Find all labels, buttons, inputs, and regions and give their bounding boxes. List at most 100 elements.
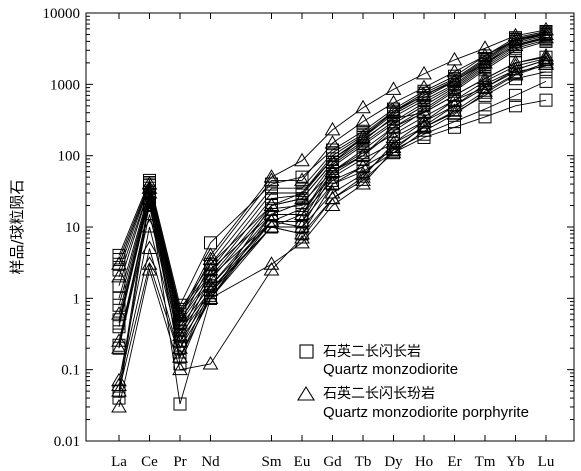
triangle-point bbox=[111, 340, 127, 354]
triangle-point bbox=[355, 113, 371, 128]
square-point bbox=[509, 65, 522, 79]
square-point bbox=[112, 384, 126, 398]
y-tick-label: 0.1 bbox=[61, 363, 80, 379]
square-point bbox=[173, 341, 187, 355]
triangle-point bbox=[446, 103, 463, 117]
square-point bbox=[417, 120, 431, 134]
triangle-point bbox=[355, 169, 371, 183]
triangle-point bbox=[477, 85, 493, 99]
triangle-point bbox=[263, 261, 280, 276]
triangle-point bbox=[416, 65, 432, 80]
triangle-point bbox=[263, 169, 280, 183]
triangle-point bbox=[263, 256, 280, 270]
triangle-point bbox=[477, 73, 493, 87]
square-point bbox=[387, 112, 400, 126]
legend-entry-1-en: Quartz monzodiorite bbox=[323, 361, 458, 378]
triangle-point bbox=[416, 87, 432, 101]
triangle-point bbox=[446, 92, 463, 106]
x-tick-label-nd: Nd bbox=[201, 454, 220, 470]
triangle-point bbox=[507, 31, 524, 46]
triangle-point bbox=[111, 398, 127, 413]
x-tick-label-tm: Tm bbox=[475, 454, 496, 470]
triangle-point bbox=[446, 73, 463, 87]
square-point bbox=[143, 192, 156, 206]
triangle-point bbox=[324, 176, 341, 190]
series-line-19 bbox=[118, 59, 547, 349]
triangle-point bbox=[111, 268, 127, 283]
triangle-point bbox=[202, 282, 219, 296]
x-tick-label-ho: Ho bbox=[415, 454, 433, 470]
triangle-point bbox=[111, 333, 127, 347]
x-tick-label-tb: Tb bbox=[355, 454, 372, 470]
triangle-point bbox=[324, 190, 341, 205]
triangle-point bbox=[141, 197, 158, 212]
triangle-point bbox=[538, 26, 554, 40]
square-point bbox=[173, 357, 187, 371]
triangle-point bbox=[141, 180, 158, 194]
x-tick-label-pr: Pr bbox=[173, 454, 186, 470]
triangle-point bbox=[416, 79, 432, 94]
triangle-point bbox=[111, 306, 127, 320]
square-point bbox=[265, 199, 278, 213]
triangle-point bbox=[385, 139, 402, 154]
triangle-point bbox=[111, 377, 127, 391]
square-point bbox=[143, 199, 156, 213]
triangle-point bbox=[385, 144, 402, 159]
triangle-point bbox=[385, 103, 402, 117]
triangle-point bbox=[538, 50, 554, 65]
triangle-point bbox=[263, 172, 280, 186]
triangle-point bbox=[263, 213, 280, 227]
triangle-point bbox=[324, 121, 341, 136]
x-tick-label-ce: Ce bbox=[141, 454, 158, 470]
triangle-point bbox=[202, 290, 219, 304]
triangle-point bbox=[172, 340, 188, 354]
square-point bbox=[112, 391, 126, 405]
square-point bbox=[295, 170, 309, 184]
y-tick-label: 10000 bbox=[43, 6, 81, 22]
y-tick-label: 10 bbox=[65, 220, 80, 236]
triangle-point bbox=[446, 63, 463, 78]
triangle-point bbox=[416, 123, 432, 137]
series-line-1 bbox=[118, 31, 547, 307]
square-point bbox=[173, 397, 187, 411]
triangle-point bbox=[385, 119, 402, 133]
y-axis-ticks: 0.01 0.1 1 10 100 1000 10000 bbox=[43, 6, 574, 450]
x-tick-label-dy: Dy bbox=[384, 454, 403, 470]
triangle-point bbox=[385, 135, 402, 149]
triangle-point bbox=[172, 361, 188, 376]
x-tick-label-yb: Yb bbox=[506, 454, 524, 470]
triangle-point bbox=[202, 356, 219, 370]
triangle-point bbox=[141, 261, 158, 276]
triangle-point bbox=[446, 87, 463, 101]
square-point bbox=[387, 136, 400, 150]
square-point bbox=[539, 93, 553, 107]
x-axis-ticks: La Ce Pr Nd Sm Eu Gd Tb Dy Ho Er Tm Yb Lu bbox=[111, 13, 555, 470]
square-point bbox=[295, 186, 309, 200]
triangle-point bbox=[202, 251, 219, 266]
y-tick-label: 1 bbox=[73, 291, 81, 307]
triangle-point bbox=[477, 83, 493, 97]
square-point bbox=[112, 298, 126, 312]
square-point bbox=[539, 65, 553, 79]
triangle-point bbox=[202, 268, 219, 283]
triangle-point bbox=[507, 61, 524, 76]
triangle-point bbox=[324, 154, 341, 169]
x-tick-label-gd: Gd bbox=[323, 454, 342, 470]
triangle-point bbox=[355, 172, 371, 186]
triangle-point bbox=[202, 261, 219, 276]
triangle-point bbox=[477, 47, 493, 62]
x-tick-label-la: La bbox=[111, 454, 127, 470]
triangle-point bbox=[324, 135, 341, 149]
triangle-point bbox=[507, 58, 524, 72]
triangle-point bbox=[538, 21, 554, 36]
triangle-point bbox=[294, 190, 310, 205]
y-tick-label: 1000 bbox=[50, 77, 80, 93]
triangle-point bbox=[263, 219, 280, 233]
y-tick-label: 100 bbox=[58, 149, 81, 165]
triangle-point bbox=[507, 27, 524, 42]
legend-entry-2-en: Quartz monzodiorite porphyrite bbox=[323, 404, 529, 421]
triangle-point bbox=[111, 372, 127, 387]
x-tick-label-eu: Eu bbox=[294, 454, 311, 470]
square-point bbox=[265, 192, 278, 206]
